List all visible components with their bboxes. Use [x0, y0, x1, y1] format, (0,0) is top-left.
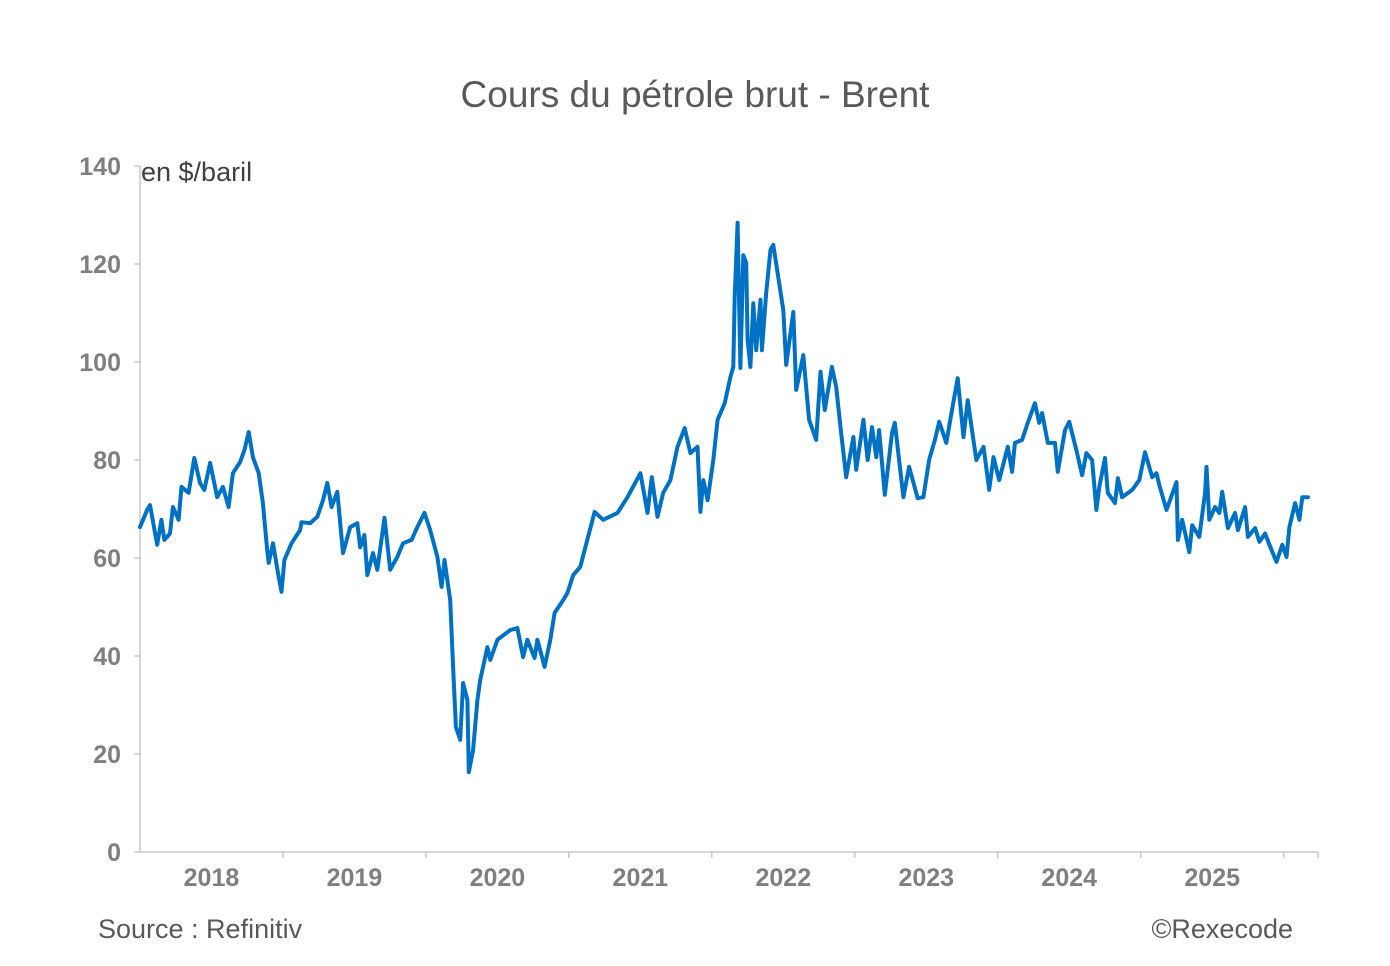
y-tick-label: 100	[79, 349, 121, 377]
y-tick-label: 0	[107, 839, 121, 867]
x-tick-label: 2024	[1041, 864, 1097, 892]
x-tick-label: 2023	[898, 864, 954, 892]
x-tick-label: 2025	[1184, 864, 1240, 892]
y-tick-label: 80	[93, 447, 121, 475]
chart-title: Cours du pétrole brut - Brent	[461, 74, 931, 115]
y-tick-label: 60	[93, 545, 121, 573]
x-tick-label: 2019	[327, 864, 383, 892]
x-tick-label: 2021	[613, 864, 669, 892]
y-axis-unit-label: en $/baril	[141, 157, 252, 187]
y-tick-label: 140	[79, 153, 121, 181]
y-tick-label: 20	[93, 741, 121, 769]
source-note: Source : Refinitiv	[98, 914, 303, 944]
brent-price-line	[138, 220, 1310, 775]
copyright-note: ©Rexecode	[1152, 914, 1293, 944]
y-tick-label: 120	[79, 251, 121, 279]
y-tick-label: 40	[93, 643, 121, 671]
x-tick-label: 2022	[756, 864, 812, 892]
x-tick-label: 2018	[184, 864, 240, 892]
x-tick-label: 2020	[470, 864, 526, 892]
